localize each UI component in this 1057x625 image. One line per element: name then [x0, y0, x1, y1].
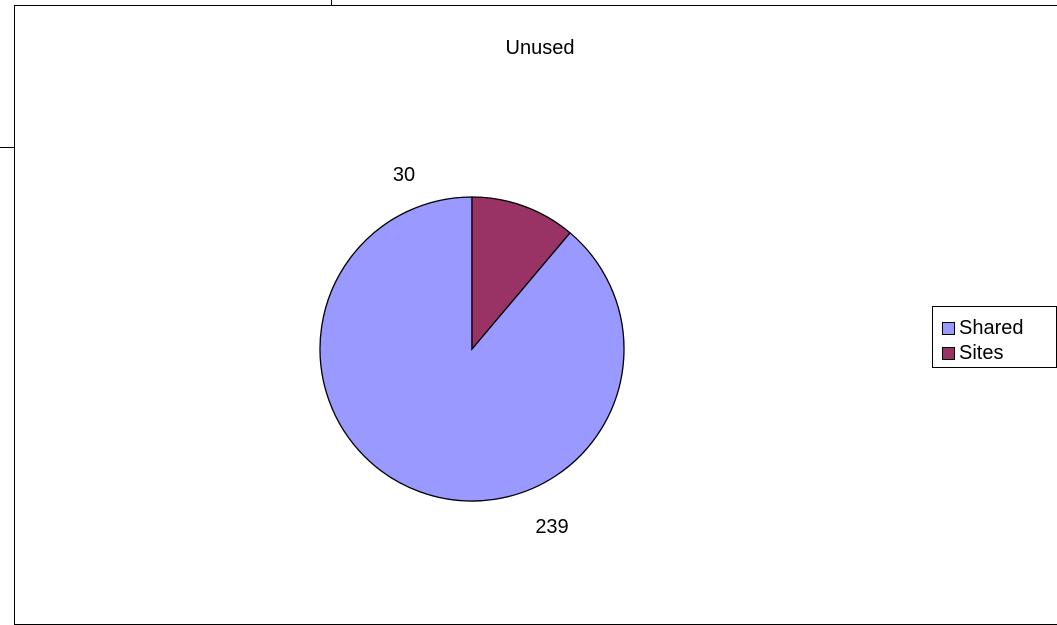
data-label-sites: 30: [393, 164, 415, 186]
cell-gridline-horizontal: [0, 147, 15, 148]
pie-slice-sites[interactable]: [471, 196, 571, 351]
chart-title: Unused: [506, 37, 575, 59]
legend-swatch-sites: [942, 346, 955, 360]
legend-swatch-shared: [942, 321, 955, 335]
legend-entry-shared: Shared: [942, 316, 1024, 340]
legend-entry-sites: Sites: [942, 341, 1003, 365]
chart-legend[interactable]: Shared Sites: [932, 306, 1057, 368]
legend-label-sites: Sites: [959, 341, 1004, 364]
data-label-shared: 239: [535, 516, 568, 538]
cell-gridline-vertical: [331, 0, 332, 6]
legend-label-shared: Shared: [959, 316, 1024, 339]
